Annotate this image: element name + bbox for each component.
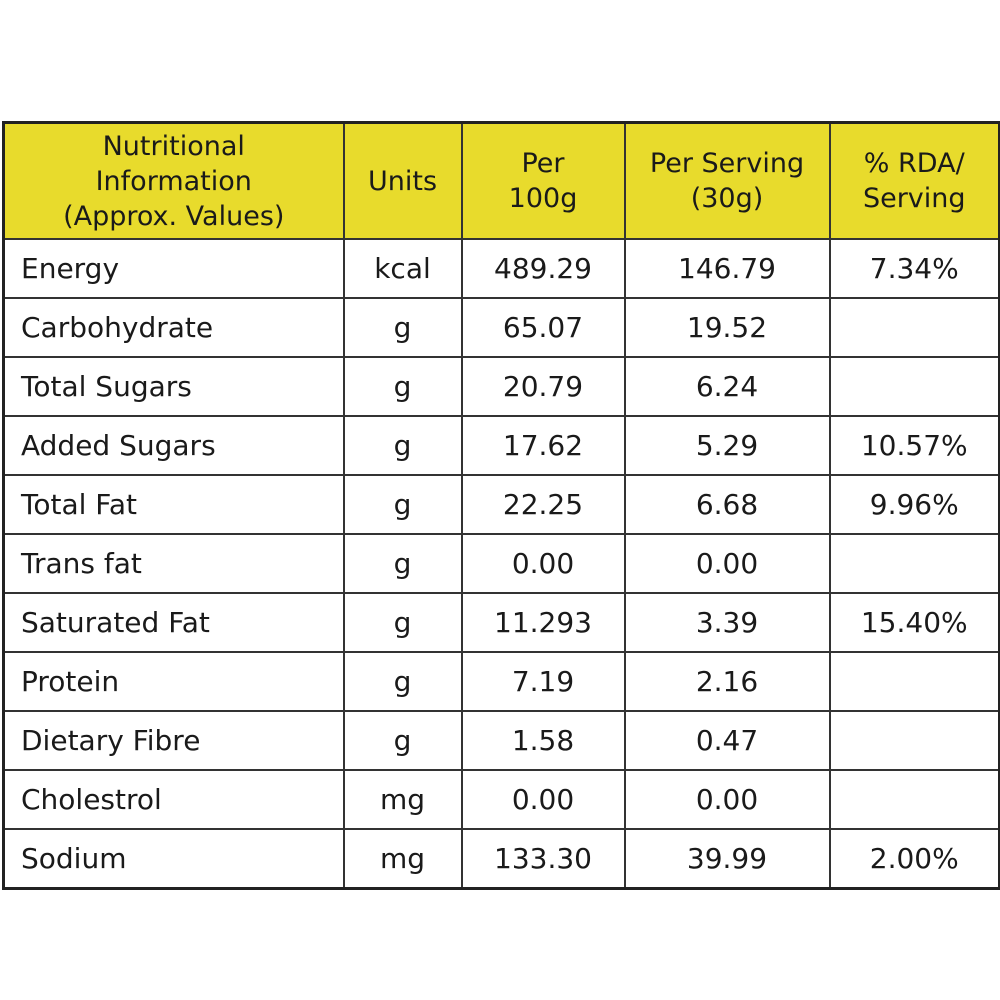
nutrient-name: Total Fat: [2, 474, 345, 535]
rda-value: [828, 710, 1000, 771]
table-row: Total Sugars g 20.79 6.24: [2, 356, 1000, 417]
nutrient-units: g: [342, 474, 463, 535]
nutrient-name: Carbohydrate: [2, 297, 345, 358]
per-100g-value: 17.62: [460, 415, 626, 476]
per-serving-value: 146.79: [623, 238, 831, 299]
header-nutritional-information: Nutritional Information (Approx. Values): [2, 121, 345, 240]
nutrient-name: Dietary Fibre: [2, 710, 345, 771]
table-row: Carbohydrate g 65.07 19.52: [2, 297, 1000, 358]
header-per-serving: Per Serving (30g): [623, 121, 831, 240]
nutrient-name: Total Sugars: [2, 356, 345, 417]
table-row: Total Fat g 22.25 6.68 9.96%: [2, 474, 1000, 535]
table-row: Saturated Fat g 11.293 3.39 15.40%: [2, 592, 1000, 653]
nutrient-name: Protein: [2, 651, 345, 712]
nutrient-name: Cholestrol: [2, 769, 345, 830]
nutrition-table: Nutritional Information (Approx. Values)…: [2, 121, 1000, 890]
per-100g-value: 22.25: [460, 474, 626, 535]
nutrient-units: mg: [342, 769, 463, 830]
nutrient-units: g: [342, 297, 463, 358]
rda-value: [828, 651, 1000, 712]
nutrient-name: Saturated Fat: [2, 592, 345, 653]
per-100g-value: 0.00: [460, 769, 626, 830]
table-row: Sodium mg 133.30 39.99 2.00%: [2, 828, 1000, 890]
header-row: Nutritional Information (Approx. Values)…: [2, 121, 1000, 240]
per-serving-value: 6.68: [623, 474, 831, 535]
per-100g-value: 65.07: [460, 297, 626, 358]
nutrient-units: kcal: [342, 238, 463, 299]
per-serving-value: 3.39: [623, 592, 831, 653]
per-serving-value: 0.00: [623, 769, 831, 830]
rda-value: 10.57%: [828, 415, 1000, 476]
rda-value: 2.00%: [828, 828, 1000, 890]
rda-value: [828, 356, 1000, 417]
nutrient-name: Trans fat: [2, 533, 345, 594]
table-row: Energy kcal 489.29 146.79 7.34%: [2, 238, 1000, 299]
rda-value: [828, 769, 1000, 830]
nutrient-name: Added Sugars: [2, 415, 345, 476]
per-100g-value: 489.29: [460, 238, 626, 299]
table-body: Energy kcal 489.29 146.79 7.34% Carbohydrate g…: [2, 238, 1000, 890]
per-100g-value: 7.19: [460, 651, 626, 712]
table-header: Nutritional Information (Approx. Values)…: [2, 121, 1000, 240]
per-serving-value: 6.24: [623, 356, 831, 417]
nutrient-units: g: [342, 651, 463, 712]
per-serving-value: 0.47: [623, 710, 831, 771]
per-serving-value: 19.52: [623, 297, 831, 358]
nutrient-units: mg: [342, 828, 463, 890]
rda-value: [828, 533, 1000, 594]
per-100g-value: 20.79: [460, 356, 626, 417]
nutrient-name: Sodium: [2, 828, 345, 890]
per-100g-value: 11.293: [460, 592, 626, 653]
rda-value: 7.34%: [828, 238, 1000, 299]
table-row: Cholestrol mg 0.00 0.00: [2, 769, 1000, 830]
rda-value: 15.40%: [828, 592, 1000, 653]
per-100g-value: 0.00: [460, 533, 626, 594]
header-rda-serving: % RDA/ Serving: [828, 121, 1000, 240]
header-per-100g: Per 100g: [460, 121, 626, 240]
nutrient-units: g: [342, 710, 463, 771]
nutrient-units: g: [342, 415, 463, 476]
nutrient-units: g: [342, 533, 463, 594]
per-serving-value: 0.00: [623, 533, 831, 594]
header-units: Units: [342, 121, 463, 240]
rda-value: 9.96%: [828, 474, 1000, 535]
per-serving-value: 39.99: [623, 828, 831, 890]
per-100g-value: 133.30: [460, 828, 626, 890]
per-serving-value: 5.29: [623, 415, 831, 476]
rda-value: [828, 297, 1000, 358]
table-row: Trans fat g 0.00 0.00: [2, 533, 1000, 594]
table-row: Added Sugars g 17.62 5.29 10.57%: [2, 415, 1000, 476]
table-row: Dietary Fibre g 1.58 0.47: [2, 710, 1000, 771]
per-serving-value: 2.16: [623, 651, 831, 712]
nutrient-units: g: [342, 356, 463, 417]
per-100g-value: 1.58: [460, 710, 626, 771]
table-row: Protein g 7.19 2.16: [2, 651, 1000, 712]
nutrient-units: g: [342, 592, 463, 653]
nutrient-name: Energy: [2, 238, 345, 299]
